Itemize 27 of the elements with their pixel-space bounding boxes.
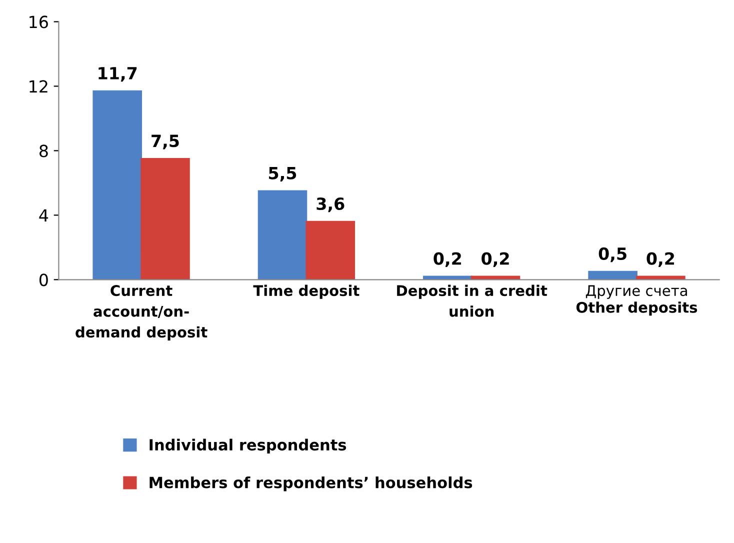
y-tick-label: 16 [30,16,48,28]
data-label: 0,2 [434,252,461,267]
data-label: 7,5 [152,134,179,150]
y-tick-label: 8 [40,144,48,158]
bar [92,90,142,280]
y-tick-label: 12 [30,80,48,93]
x-tick-label: Deposit in a credit union [397,284,548,317]
bar [306,220,356,280]
data-label: 11,7 [98,67,137,82]
legend-label: Individual respondents [150,438,346,454]
data-label: 0,2 [646,252,674,267]
y-tick-label: 4 [39,209,48,222]
x-tick-label: Other deposits [576,302,698,316]
x-tick-label: Current account/on- demand deposit [76,285,208,340]
x-tick-label: Time deposit [253,284,360,299]
bar [470,276,520,280]
legend-label: Members of respondents’ households [150,476,472,492]
data-label: 0,2 [482,252,509,267]
data-label: 0,5 [598,247,626,262]
bar [258,190,308,280]
y-tick-label: 0 [39,274,48,286]
bar [636,276,686,280]
bar [588,270,638,280]
text: Другие счета [586,285,687,299]
data-label: 5,5 [269,167,296,182]
bar [140,158,190,280]
data-label: 3,6 [316,197,344,212]
